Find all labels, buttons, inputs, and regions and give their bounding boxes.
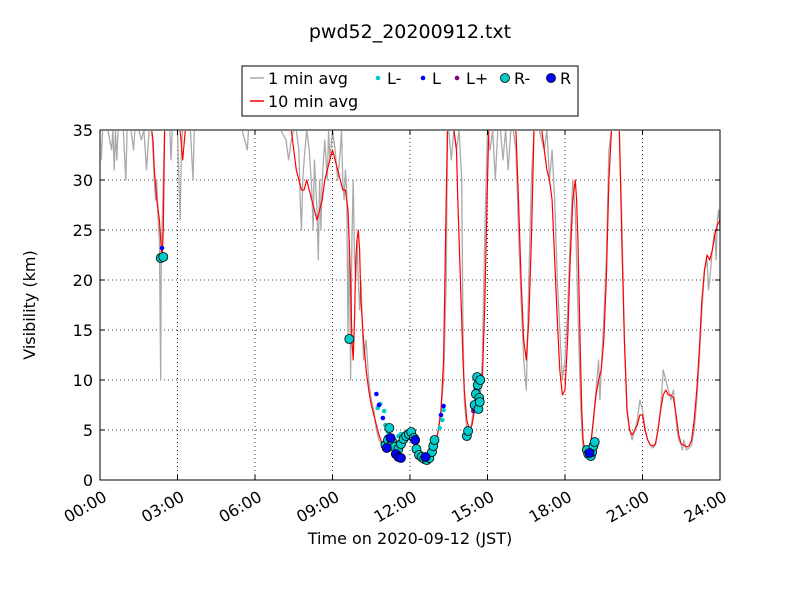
- marker-rminus: [589, 437, 600, 447]
- legend-label-l: L: [432, 69, 441, 88]
- marker-lminus: [439, 417, 445, 423]
- marker-rminus: [475, 375, 486, 385]
- legend: 1 min avg L- L L+ R- R 10 min avg: [241, 65, 579, 117]
- y-tick-label: 35: [73, 121, 93, 140]
- legend-label-lminus: L-: [387, 69, 401, 88]
- legend-label-10-min-avg: 10 min avg: [268, 92, 358, 111]
- marker-l: [159, 245, 165, 251]
- legend-swatch-rminus: [500, 73, 510, 83]
- marker-rminus: [429, 435, 440, 445]
- marker-rminus: [344, 334, 355, 344]
- marker-r: [584, 448, 595, 458]
- x-tick-label: 12:00: [371, 487, 420, 527]
- legend-label-lplus: L+: [466, 69, 488, 88]
- x-tick-label: 06:00: [216, 487, 265, 527]
- y-tick-label: 0: [83, 471, 93, 490]
- y-tick-label: 15: [73, 321, 93, 340]
- x-tick-label: 15:00: [448, 487, 497, 527]
- y-axis-title: Visibility (km): [20, 250, 39, 359]
- marker-l: [438, 412, 444, 418]
- marker-lminus: [441, 407, 446, 413]
- marker-l: [374, 391, 379, 397]
- chart-title: pwd52_20200912.txt: [309, 21, 511, 43]
- marker-l: [380, 415, 386, 421]
- legend-label-r: R: [560, 69, 571, 88]
- legend-label-1-min-avg: 1 min avg: [268, 69, 348, 88]
- marker-r: [396, 453, 406, 463]
- marker-r: [385, 433, 396, 443]
- marker-lminus: [381, 408, 387, 414]
- x-tick-label: 00:00: [61, 487, 110, 527]
- legend-label-rminus: R-: [514, 69, 530, 88]
- series-line-10-min-avg: [151, 131, 720, 460]
- marker-rminus: [384, 423, 395, 433]
- x-axis-title: Time on 2020-09-12 (JST): [307, 529, 512, 548]
- grid: [100, 130, 720, 480]
- marker-rminus: [158, 252, 169, 262]
- y-tick-label: 30: [73, 171, 93, 190]
- marker-l: [441, 403, 446, 409]
- y-tick-label: 20: [73, 271, 93, 290]
- x-tick-label: 24:00: [681, 487, 730, 527]
- y-tick-label: 10: [73, 371, 93, 390]
- marker-rminus: [463, 426, 474, 436]
- marker-r: [420, 452, 431, 462]
- legend-swatch-lplus: [454, 75, 460, 81]
- legend-swatch-lminus: [375, 75, 381, 81]
- marker-lminus: [437, 425, 443, 431]
- legend-box: [241, 65, 579, 117]
- marker-layer: [155, 245, 600, 465]
- legend-swatch-l: [420, 75, 426, 81]
- x-tick-label: 21:00: [603, 487, 652, 527]
- y-tick-label: 5: [83, 421, 93, 440]
- y-tick-label: 25: [73, 221, 93, 240]
- x-tick-label: 09:00: [293, 487, 342, 527]
- legend-swatch-r: [546, 73, 556, 83]
- marker-r: [410, 435, 421, 445]
- marker-l: [376, 402, 382, 408]
- x-tick-label: 03:00: [138, 487, 187, 527]
- x-tick-label: 18:00: [526, 487, 575, 527]
- marker-r: [381, 443, 392, 453]
- marker-rminus: [474, 397, 485, 407]
